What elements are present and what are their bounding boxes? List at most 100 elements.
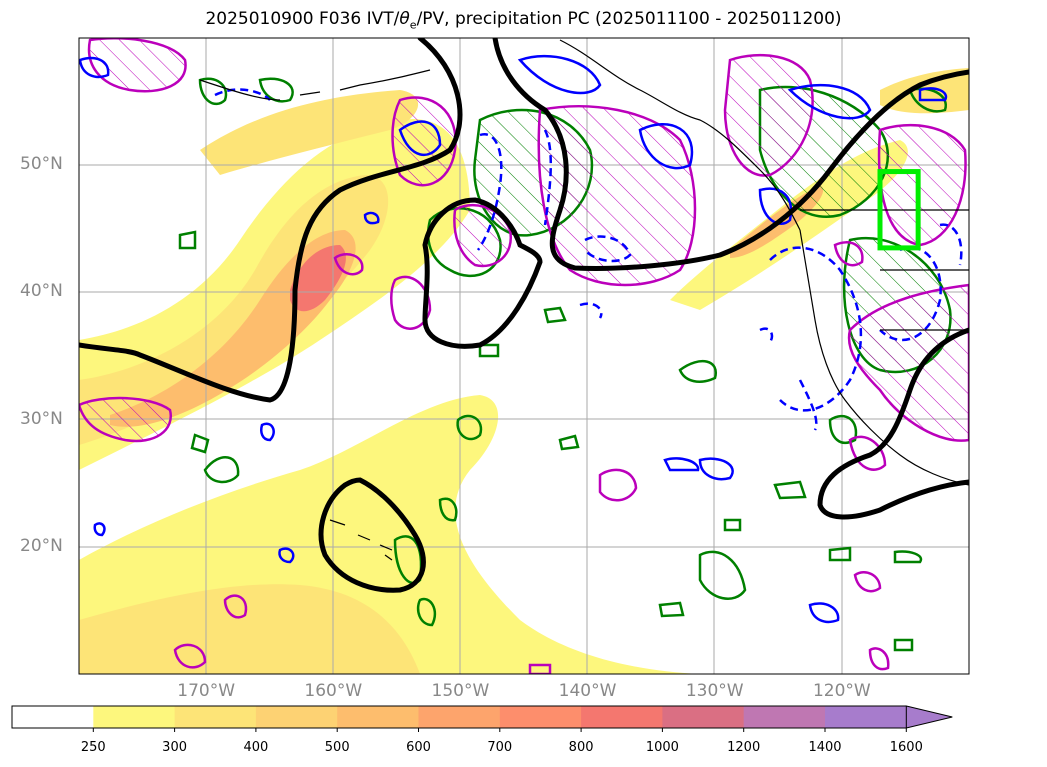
pv-hatched-4: [723, 53, 814, 177]
map-frame: [78, 37, 970, 675]
pv-dashed-4: [769, 246, 863, 412]
pv-dashed-9: [579, 302, 603, 319]
us-border: [800, 209, 969, 331]
lon-label-2: 150°W: [431, 681, 490, 701]
pv-blue-9: [808, 602, 840, 624]
colorbar-label-9: 1400: [808, 740, 842, 755]
theta-e-17: [828, 546, 852, 562]
colorbar-label-0: 250: [80, 740, 106, 755]
pv-blue-6: [79, 56, 110, 79]
pv-blue-2: [517, 55, 602, 95]
theta-e-16: [893, 638, 914, 652]
theta-e-13: [658, 601, 685, 618]
theta-e-14: [723, 518, 742, 532]
colorbar-segment-6: [499, 706, 582, 728]
theta-e-3: [178, 230, 197, 250]
colorbar-label-6: 800: [568, 740, 594, 755]
lat-label-3: 20°N: [20, 535, 63, 556]
pv-hatched-2: [391, 96, 457, 187]
us-west-coast: [799, 229, 969, 486]
pv-contours: [173, 241, 890, 674]
pv-hatched-5: [877, 124, 967, 247]
colorbar-segment-0: [12, 706, 94, 728]
theta-e-22: [438, 497, 458, 522]
theta-e-5: [190, 433, 210, 454]
colorbar-segment-10: [825, 706, 907, 728]
theta-e-23: [828, 414, 858, 445]
pv-dashed-6: [798, 379, 818, 431]
pv-7: [868, 647, 890, 671]
pv-blue-7: [663, 457, 700, 472]
pv-dashed-1: [476, 133, 503, 251]
pv-5: [173, 643, 207, 669]
ivt-ne-corner: [880, 68, 969, 114]
theta-e-4: [203, 456, 240, 484]
ivt-contour-5: [817, 327, 969, 520]
pv-blue-11: [260, 422, 275, 442]
pv-hatched-3: [537, 105, 697, 287]
ivt-contour-2: [422, 197, 543, 349]
theta-e-6: [456, 414, 483, 441]
colorbar-segment-3: [255, 706, 338, 728]
theta-e-12: [773, 480, 807, 500]
ivt-contour-3: [492, 38, 969, 271]
pv-dashed-8: [214, 88, 271, 101]
pv-10: [833, 241, 864, 267]
pv-hatched-8: [453, 203, 513, 268]
pv-blue-5: [787, 83, 872, 120]
lon-label-1: 160°W: [304, 681, 363, 701]
map-title: 2025010900 F036 IVT/θe/PV, precipitation…: [205, 9, 842, 32]
theta-e-2: [198, 77, 228, 106]
colorbar-label-2: 400: [243, 740, 269, 755]
theta-e-19: [478, 343, 500, 358]
pv-dashed-10: [759, 327, 774, 343]
pv-blue-4: [758, 187, 793, 225]
pv-blue-3: [638, 122, 694, 170]
ivt-core: [290, 245, 346, 312]
colorbar-segment-7: [581, 706, 663, 728]
colorbar-frame: [11, 705, 907, 729]
theta-e-15: [893, 550, 923, 564]
colorbar-segment-8: [662, 706, 745, 728]
graticule: [79, 38, 969, 674]
pv-blue-12: [363, 211, 380, 225]
colorbar-label-1: 300: [162, 740, 188, 755]
colorbar-label-8: 1200: [727, 740, 761, 755]
lon-label-5: 120°W: [812, 681, 871, 701]
pv-blue-dashed: [214, 88, 963, 431]
lat-label-2: 30°N: [20, 408, 63, 429]
pv-2: [333, 253, 364, 276]
colorbar-segment-9: [743, 706, 826, 728]
pv-hatched-7: [79, 396, 173, 443]
pv-4: [223, 594, 248, 619]
colorbar-label-4: 600: [406, 740, 431, 755]
colorbar-label-3: 500: [324, 740, 350, 755]
pv-6: [853, 571, 882, 593]
theta-e-20: [258, 77, 294, 103]
pv-3: [598, 468, 638, 502]
theta-e-9: [543, 306, 567, 324]
theta-e-10: [678, 359, 718, 383]
pv-blue-14: [918, 87, 948, 102]
colorbar-label-10: 1600: [889, 740, 923, 755]
colorbar-segment-5: [418, 706, 501, 728]
hawaii: [329, 519, 393, 561]
pv-dashed-7: [939, 223, 963, 266]
highlight-box: [877, 169, 921, 251]
theta-e-8: [416, 597, 437, 627]
alaska-coast: [199, 39, 801, 231]
lon-label-0: 170°W: [177, 681, 236, 701]
pv-blue-8: [698, 457, 734, 481]
ivt-north: [200, 90, 419, 175]
colorbar-extend-arrow: [905, 705, 953, 729]
colorbar-segment-1: [93, 706, 176, 728]
pv-blue-contours: [79, 55, 948, 624]
pv-dashed-3: [584, 235, 632, 263]
coastlines: [199, 39, 969, 561]
colorbar-label-5: 700: [487, 740, 513, 755]
colorbar: [11, 705, 953, 732]
ivt-contour-4: [318, 477, 426, 593]
pv-blue-1: [398, 120, 442, 157]
lat-label-1: 40°N: [20, 281, 63, 302]
